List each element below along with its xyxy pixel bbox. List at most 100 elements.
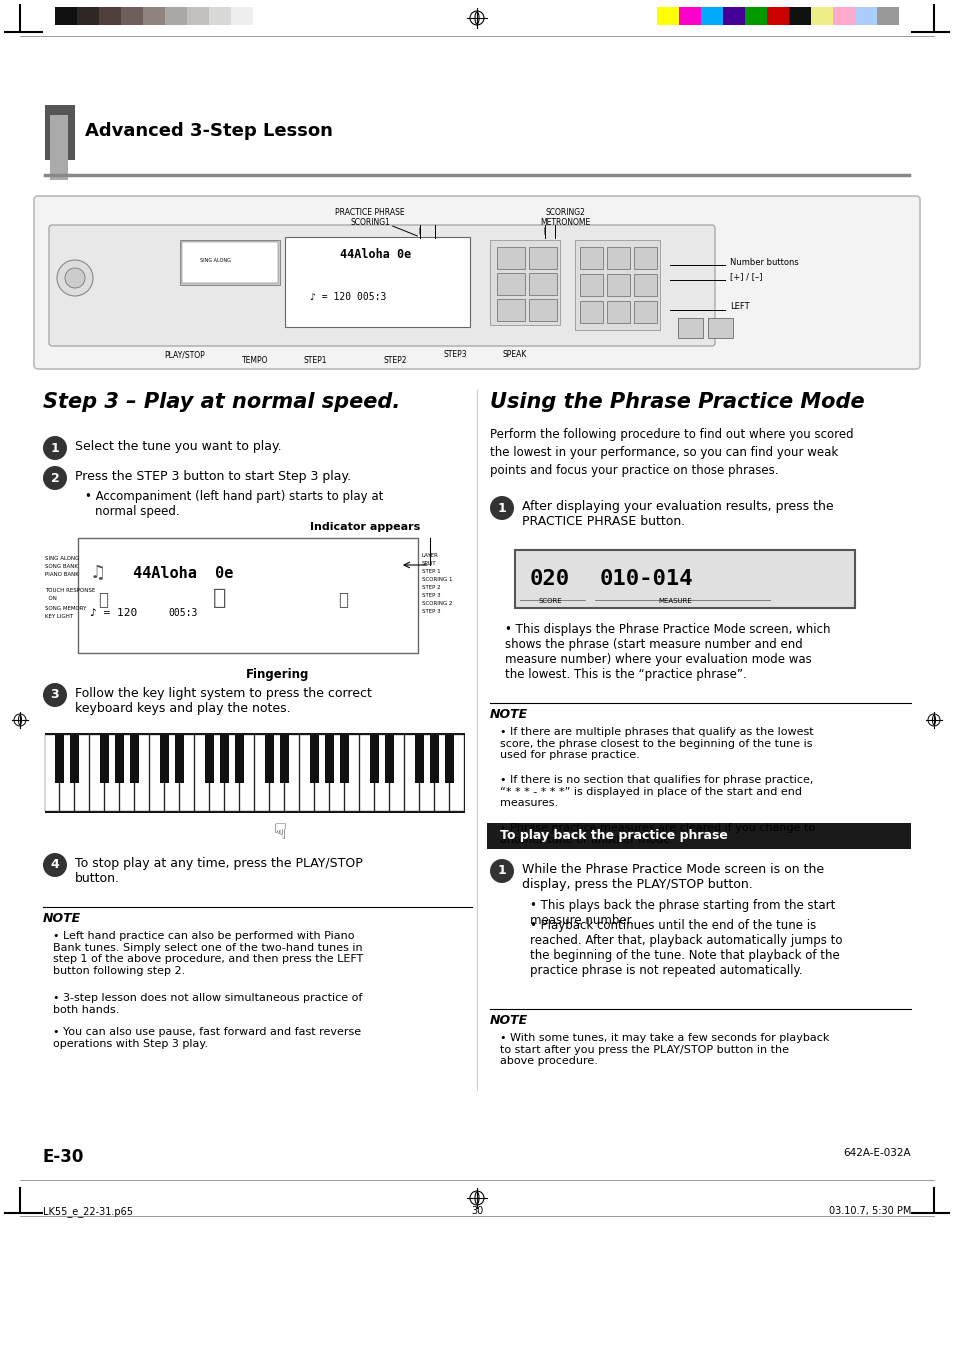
Text: [+] / [–]: [+] / [–] bbox=[729, 272, 761, 281]
Bar bbox=[71, 735, 79, 784]
Text: • Phrase practice measures are cleared if you change to
another tune or another : • Phrase practice measures are cleared i… bbox=[499, 823, 814, 844]
Bar bbox=[209, 7, 231, 26]
Bar bbox=[375, 735, 389, 811]
Text: 1: 1 bbox=[51, 442, 59, 454]
Text: E-30: E-30 bbox=[43, 1148, 84, 1166]
Bar bbox=[445, 735, 454, 784]
Text: STEP 3: STEP 3 bbox=[421, 593, 440, 598]
Bar bbox=[55, 735, 65, 784]
Bar bbox=[151, 735, 164, 811]
Text: • Accompaniment (left hand part) starts to play at: • Accompaniment (left hand part) starts … bbox=[85, 490, 383, 503]
Text: SCORING2: SCORING2 bbox=[544, 208, 584, 218]
Bar bbox=[240, 735, 254, 811]
Bar bbox=[435, 735, 449, 811]
Text: Follow the key light system to press the correct
keyboard keys and play the note: Follow the key light system to press the… bbox=[75, 688, 372, 715]
Text: STEP 3: STEP 3 bbox=[421, 609, 440, 613]
Text: 1: 1 bbox=[497, 865, 506, 878]
Text: To stop play at any time, press the PLAY/STOP
button.: To stop play at any time, press the PLAY… bbox=[75, 857, 362, 885]
Bar bbox=[135, 735, 150, 811]
Bar bbox=[120, 735, 134, 811]
Text: KEY LIGHT: KEY LIGHT bbox=[45, 613, 73, 619]
Bar bbox=[634, 247, 657, 269]
Text: SCORING1: SCORING1 bbox=[350, 218, 390, 227]
Bar bbox=[390, 735, 404, 811]
Text: STEP3: STEP3 bbox=[443, 350, 466, 359]
Bar bbox=[46, 735, 59, 811]
Bar bbox=[700, 7, 722, 26]
Bar bbox=[486, 823, 910, 848]
Text: Fingering: Fingering bbox=[246, 667, 310, 681]
Text: 005:3: 005:3 bbox=[168, 608, 197, 617]
Text: Step 3 – Play at normal speed.: Step 3 – Play at normal speed. bbox=[43, 392, 400, 412]
Text: SCORE: SCORE bbox=[537, 598, 561, 604]
Text: While the Phrase Practice Mode screen is on the
display, press the PLAY/STOP but: While the Phrase Practice Mode screen is… bbox=[521, 863, 823, 892]
Text: • If there are multiple phrases that qualify as the lowest
score, the phrase clo: • If there are multiple phrases that qua… bbox=[499, 727, 813, 761]
Text: STEP 1: STEP 1 bbox=[421, 569, 440, 574]
Text: To play back the practice phrase: To play back the practice phrase bbox=[499, 830, 727, 843]
Text: • 3-step lesson does not allow simultaneous practice of
both hands.: • 3-step lesson does not allow simultane… bbox=[53, 993, 362, 1015]
Text: TEMPO: TEMPO bbox=[241, 357, 268, 365]
Bar bbox=[722, 7, 744, 26]
Bar bbox=[679, 7, 700, 26]
Bar bbox=[175, 735, 184, 784]
Text: PIANO BANK: PIANO BANK bbox=[45, 571, 79, 577]
Bar bbox=[325, 735, 335, 784]
Text: SING ALONG: SING ALONG bbox=[200, 258, 231, 262]
Bar bbox=[420, 735, 434, 811]
Circle shape bbox=[490, 859, 514, 884]
Text: 30: 30 bbox=[471, 1206, 482, 1216]
Bar bbox=[810, 7, 832, 26]
Text: Press the STEP 3 button to start Step 3 play.: Press the STEP 3 button to start Step 3 … bbox=[75, 470, 351, 484]
Text: ♪ = 120: ♪ = 120 bbox=[90, 608, 137, 617]
Bar bbox=[205, 735, 214, 784]
Circle shape bbox=[43, 466, 67, 490]
Bar bbox=[211, 735, 224, 811]
Bar bbox=[300, 735, 314, 811]
Bar bbox=[50, 115, 68, 180]
Text: 44Aloha  0e: 44Aloha 0e bbox=[132, 566, 233, 581]
Bar bbox=[370, 735, 379, 784]
Text: STEP2: STEP2 bbox=[383, 357, 406, 365]
Text: 010-014: 010-014 bbox=[599, 569, 693, 589]
Text: 2: 2 bbox=[51, 471, 59, 485]
Bar bbox=[165, 735, 179, 811]
Text: LEFT: LEFT bbox=[729, 303, 749, 311]
Text: After displaying your evaluation results, press the
PRACTICE PHRASE button.: After displaying your evaluation results… bbox=[521, 500, 833, 528]
Bar bbox=[490, 240, 559, 326]
Bar bbox=[310, 735, 319, 784]
Bar bbox=[99, 7, 121, 26]
Text: SCORING 1: SCORING 1 bbox=[421, 577, 452, 582]
Bar bbox=[285, 735, 299, 811]
Bar bbox=[271, 735, 284, 811]
Text: SING ALONG: SING ALONG bbox=[45, 557, 79, 561]
Text: 642A-E-032A: 642A-E-032A bbox=[842, 1148, 910, 1158]
Bar bbox=[330, 735, 344, 811]
Text: 4: 4 bbox=[51, 858, 59, 871]
Bar bbox=[100, 735, 110, 784]
Bar bbox=[678, 317, 702, 338]
Bar bbox=[106, 735, 119, 811]
Text: SPLIT: SPLIT bbox=[421, 561, 436, 566]
Bar bbox=[876, 7, 898, 26]
Text: 3: 3 bbox=[51, 689, 59, 701]
Bar bbox=[579, 301, 602, 323]
Bar bbox=[744, 7, 766, 26]
Text: LK55_e_22-31.p65: LK55_e_22-31.p65 bbox=[43, 1206, 132, 1217]
Bar bbox=[131, 735, 139, 784]
Circle shape bbox=[65, 267, 85, 288]
Bar bbox=[579, 247, 602, 269]
Bar bbox=[854, 7, 876, 26]
Bar bbox=[255, 735, 269, 811]
Bar bbox=[707, 317, 732, 338]
Text: • You can also use pause, fast forward and fast reverse
operations with Step 3 p: • You can also use pause, fast forward a… bbox=[53, 1027, 361, 1048]
Text: SONG MEMORY: SONG MEMORY bbox=[45, 607, 87, 611]
Bar bbox=[220, 735, 230, 784]
Circle shape bbox=[57, 259, 92, 296]
Text: ♫: ♫ bbox=[90, 563, 106, 582]
Text: MEASURE: MEASURE bbox=[658, 598, 691, 604]
Text: NOTE: NOTE bbox=[490, 708, 528, 721]
Text: Advanced 3-Step Lesson: Advanced 3-Step Lesson bbox=[85, 122, 333, 141]
Text: Number buttons: Number buttons bbox=[729, 258, 798, 267]
Bar bbox=[180, 240, 280, 285]
Bar bbox=[385, 735, 395, 784]
